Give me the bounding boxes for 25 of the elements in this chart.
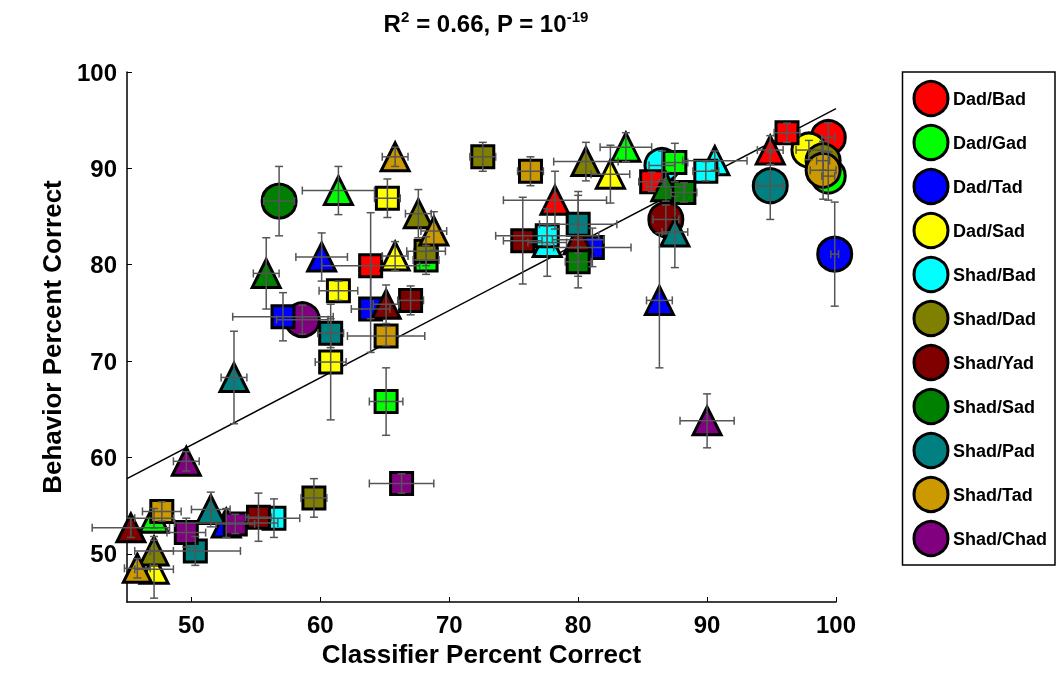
- x-tick-label: 100: [815, 610, 857, 638]
- legend-label: Shad/Yad: [952, 352, 1035, 373]
- legend-label: Shad/Sad: [952, 396, 1036, 417]
- legend-label: Shad/Tad: [952, 484, 1033, 505]
- x-tick-label: 60: [307, 610, 334, 638]
- legend-label: Shad/Dad: [952, 308, 1037, 329]
- y-tick-label: 80: [90, 251, 117, 279]
- x-tick-label: 80: [564, 610, 592, 638]
- x-tick-label: 70: [435, 610, 463, 638]
- legend-label: Shad/Pad: [952, 440, 1036, 461]
- legend-label: Dad/Tad: [952, 176, 1023, 197]
- y-tick-label: 60: [90, 443, 117, 471]
- x-tick-label: 90: [693, 610, 721, 638]
- x-tick-label: 50: [178, 610, 205, 638]
- legend-label: Dad/Gad: [952, 132, 1028, 153]
- legend-label: Dad/Bad: [952, 88, 1027, 109]
- y-tick-label: 100: [76, 58, 117, 86]
- legend-label: Shad/Chad: [952, 528, 1048, 549]
- legend-label: Shad/Bad: [952, 264, 1037, 285]
- y-axis-title: Behavior Percent Correct: [37, 179, 67, 494]
- x-axis-title: Classifier Percent Correct: [321, 638, 642, 669]
- y-tick-label: 70: [90, 347, 117, 375]
- y-tick-label: 90: [90, 154, 117, 182]
- y-tick-label: 50: [90, 540, 117, 568]
- legend-label: Dad/Sad: [952, 220, 1026, 241]
